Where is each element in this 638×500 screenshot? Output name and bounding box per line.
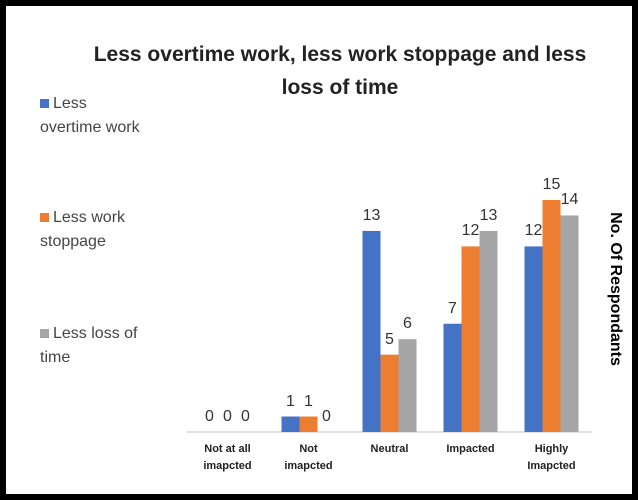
bar xyxy=(362,230,381,432)
x-tick-label: Not at all imapcted xyxy=(203,443,252,472)
bar xyxy=(479,230,498,432)
bar xyxy=(542,200,561,432)
data-label: 15 xyxy=(542,176,561,193)
data-label: 1 xyxy=(286,392,295,410)
bar xyxy=(380,354,399,432)
bar xyxy=(524,246,543,432)
data-label: 5 xyxy=(385,330,394,348)
bar xyxy=(281,416,300,432)
data-label: 7 xyxy=(448,299,457,317)
bar xyxy=(560,215,579,432)
data-label: 0 xyxy=(241,408,250,425)
x-tick-label: Not imapcted xyxy=(284,443,333,472)
legend-swatch xyxy=(40,213,49,222)
legend-label: Less overtime work xyxy=(40,95,140,136)
x-tick-label: Highly Imapcted xyxy=(527,443,576,472)
data-label: 0 xyxy=(223,408,232,425)
legend-entry: Less work stoppage xyxy=(40,206,150,254)
bar xyxy=(443,323,462,432)
legend-label: Less loss of time xyxy=(40,325,138,366)
bar xyxy=(299,416,318,432)
data-label: 12 xyxy=(524,222,543,240)
legend-swatch xyxy=(40,99,49,108)
data-label: 13 xyxy=(479,206,498,224)
bar xyxy=(461,246,480,432)
data-label: 6 xyxy=(403,315,412,333)
x-tick-label: Impacted xyxy=(446,443,495,455)
legend-label: Less work stoppage xyxy=(40,209,126,250)
data-label: 12 xyxy=(461,222,480,240)
legend-swatch xyxy=(40,329,49,338)
data-label: 14 xyxy=(560,191,579,209)
bar xyxy=(398,339,417,432)
legend-entry: Less loss of time xyxy=(40,322,150,370)
data-label: 0 xyxy=(322,408,331,425)
data-label: 13 xyxy=(362,206,381,224)
data-label: 1 xyxy=(304,392,313,410)
legend-entry: Less overtime work xyxy=(40,92,150,140)
x-tick-label: Neutral xyxy=(370,443,409,455)
chart-title: Less overtime work, less work stoppage a… xyxy=(93,43,587,99)
y-axis-label: No. Of Respondants xyxy=(607,212,624,366)
data-label: 0 xyxy=(205,408,214,425)
